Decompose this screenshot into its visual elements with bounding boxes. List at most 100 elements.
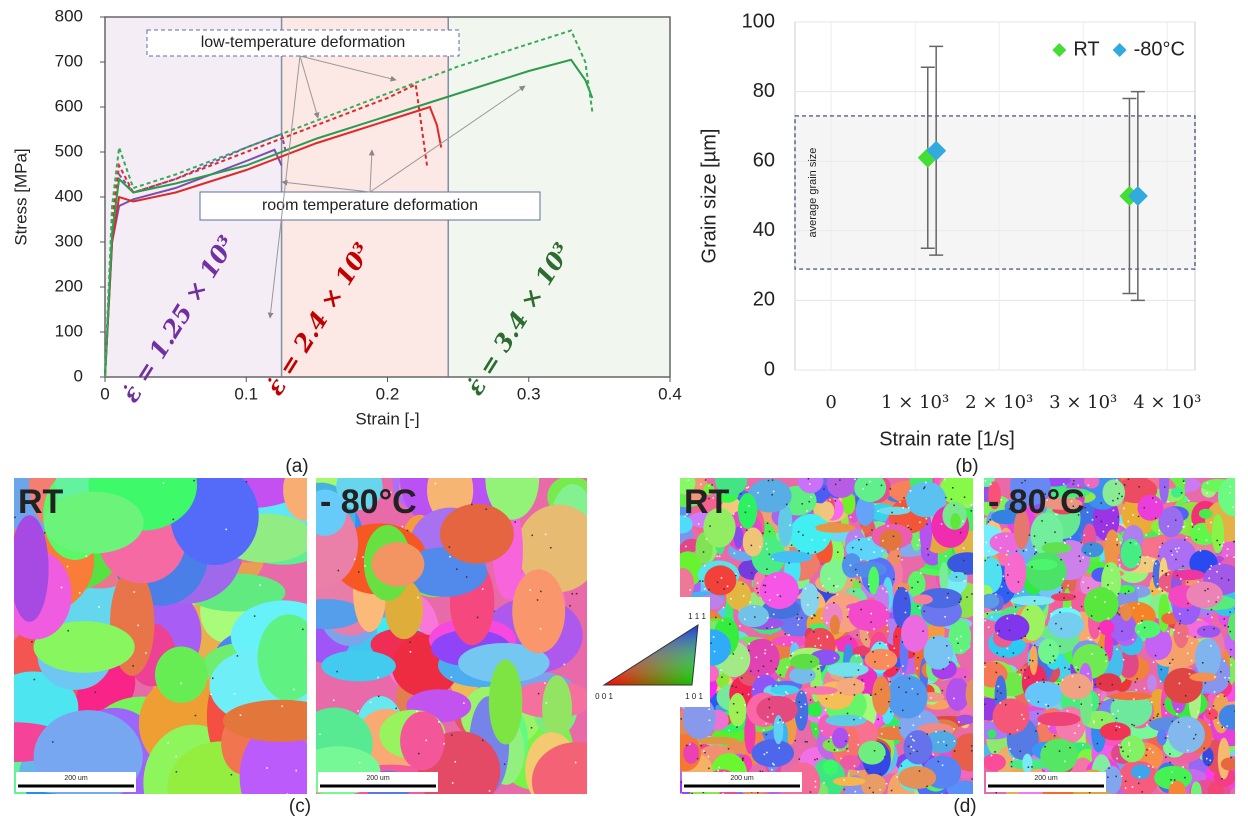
noise-dot bbox=[722, 620, 724, 622]
noise-dot bbox=[823, 489, 825, 491]
noise-dot bbox=[1207, 588, 1209, 590]
noise-dot bbox=[425, 740, 427, 742]
x-tick-label: 0 bbox=[825, 392, 836, 413]
noise-dot bbox=[1180, 578, 1182, 580]
noise-dot bbox=[1061, 587, 1063, 589]
noise-dot bbox=[764, 754, 766, 756]
noise-dot bbox=[1167, 501, 1169, 503]
panel-label: (b) bbox=[955, 456, 978, 477]
noise-dot bbox=[1217, 722, 1219, 724]
noise-dot bbox=[910, 753, 912, 755]
noise-dot bbox=[835, 500, 837, 502]
noise-dot bbox=[1097, 743, 1099, 745]
noise-dot bbox=[996, 672, 998, 674]
noise-dot bbox=[402, 526, 404, 528]
noise-dot bbox=[1128, 590, 1130, 592]
noise-dot bbox=[881, 485, 883, 487]
noise-dot bbox=[1117, 710, 1119, 712]
noise-dot bbox=[769, 531, 771, 533]
noise-dot bbox=[926, 518, 928, 520]
grain bbox=[1038, 639, 1059, 664]
noise-dot bbox=[132, 665, 134, 667]
noise-dot bbox=[933, 637, 935, 639]
noise-dot bbox=[1203, 629, 1205, 631]
noise-dot bbox=[225, 529, 227, 531]
noise-dot bbox=[1221, 778, 1223, 780]
noise-dot bbox=[1169, 753, 1171, 755]
noise-dot bbox=[885, 644, 887, 646]
noise-dot bbox=[798, 618, 800, 620]
noise-dot bbox=[879, 789, 881, 791]
y-tick-label: 80 bbox=[753, 80, 775, 102]
noise-dot bbox=[964, 580, 966, 582]
noise-dot bbox=[1221, 545, 1223, 547]
noise-dot bbox=[771, 494, 773, 496]
y-tick-label: 200 bbox=[55, 276, 83, 295]
noise-dot bbox=[899, 501, 901, 503]
noise-dot bbox=[756, 588, 758, 590]
grain bbox=[1110, 692, 1152, 700]
noise-dot bbox=[1211, 609, 1213, 611]
noise-dot bbox=[212, 678, 214, 680]
noise-dot bbox=[771, 644, 773, 646]
noise-dot bbox=[1018, 581, 1020, 583]
noise-dot bbox=[1070, 537, 1072, 539]
noise-dot bbox=[1217, 597, 1219, 599]
noise-dot bbox=[1049, 662, 1051, 664]
noise-dot bbox=[1213, 628, 1215, 630]
noise-dot bbox=[1003, 576, 1005, 578]
noise-dot bbox=[378, 696, 380, 698]
noise-dot bbox=[847, 616, 849, 618]
noise-dot bbox=[1155, 563, 1157, 565]
noise-dot bbox=[739, 625, 741, 627]
noise-dot bbox=[1124, 484, 1126, 486]
noise-dot bbox=[1118, 614, 1120, 616]
noise-dot bbox=[1116, 540, 1118, 542]
noise-dot bbox=[1169, 663, 1171, 665]
noise-dot bbox=[1221, 578, 1223, 580]
noise-dot bbox=[1015, 606, 1017, 608]
noise-dot bbox=[858, 655, 860, 657]
noise-dot bbox=[868, 585, 870, 587]
noise-dot bbox=[34, 679, 36, 681]
noise-dot bbox=[1000, 692, 1002, 694]
micrograph-label: - 80°C bbox=[988, 483, 1085, 521]
noise-dot bbox=[708, 589, 710, 591]
noise-dot bbox=[1132, 786, 1134, 788]
noise-dot bbox=[869, 481, 871, 483]
noise-dot bbox=[1092, 519, 1094, 521]
noise-dot bbox=[1085, 552, 1087, 554]
noise-dot bbox=[1158, 555, 1160, 557]
grain bbox=[1186, 582, 1222, 608]
noise-dot bbox=[1004, 580, 1006, 582]
noise-dot bbox=[736, 726, 738, 728]
noise-dot bbox=[1135, 543, 1137, 545]
noise-dot bbox=[813, 631, 815, 633]
noise-dot bbox=[1127, 756, 1129, 758]
noise-dot bbox=[762, 532, 764, 534]
noise-dot bbox=[1144, 688, 1146, 690]
grain bbox=[807, 703, 823, 717]
noise-dot bbox=[1123, 508, 1125, 510]
noise-dot bbox=[881, 733, 883, 735]
noise-dot bbox=[1209, 708, 1211, 710]
noise-dot bbox=[991, 755, 993, 757]
noise-dot bbox=[866, 484, 868, 486]
grain bbox=[1037, 712, 1080, 726]
grain bbox=[1040, 739, 1077, 773]
noise-dot bbox=[971, 778, 973, 780]
noise-dot bbox=[901, 559, 903, 561]
noise-dot bbox=[910, 529, 912, 531]
noise-dot bbox=[800, 717, 802, 719]
noise-dot bbox=[1113, 510, 1115, 512]
noise-dot bbox=[742, 760, 744, 762]
noise-dot bbox=[1133, 698, 1135, 700]
noise-dot bbox=[537, 599, 539, 601]
noise-dot bbox=[937, 742, 939, 744]
noise-dot bbox=[1149, 748, 1151, 750]
noise-dot bbox=[971, 510, 973, 512]
noise-dot bbox=[919, 716, 921, 718]
grain bbox=[858, 741, 885, 765]
noise-dot bbox=[338, 570, 340, 572]
noise-dot bbox=[815, 728, 817, 730]
